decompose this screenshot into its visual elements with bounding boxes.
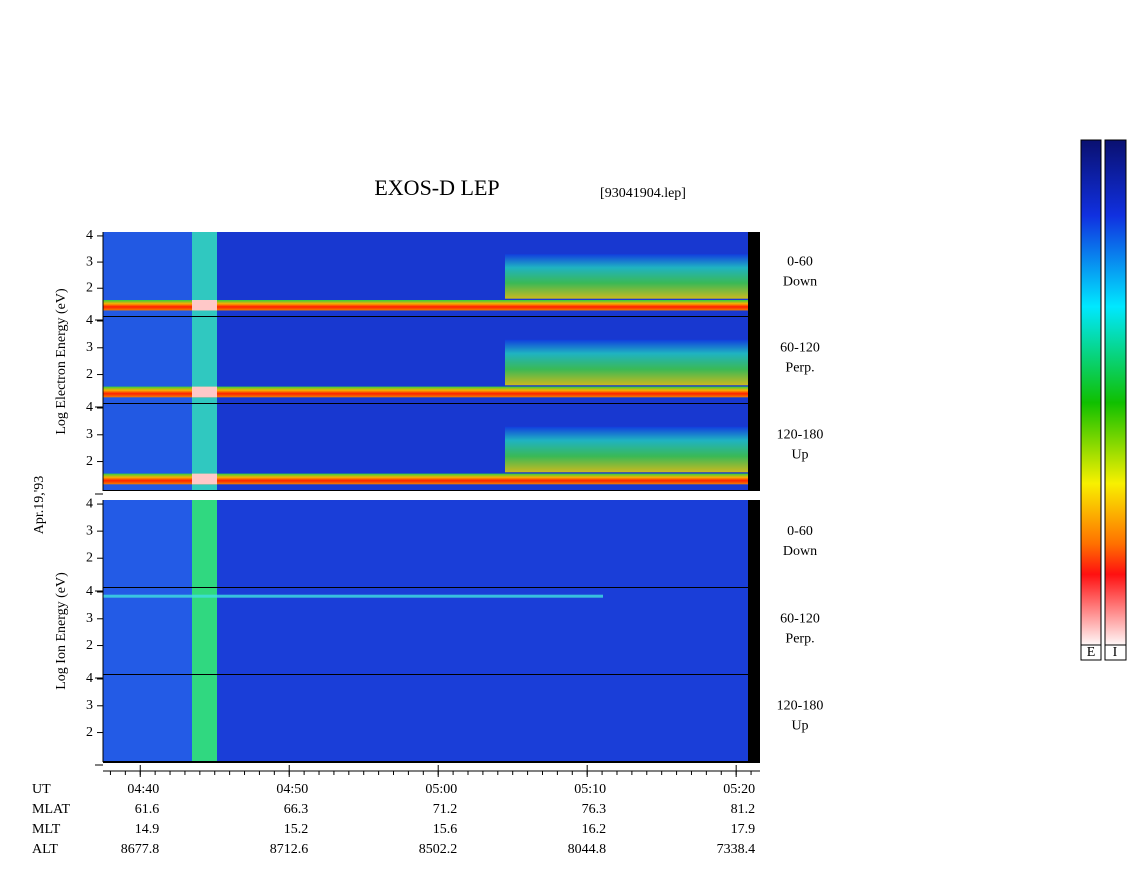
ephemeris-value: 8712.6 bbox=[270, 842, 309, 857]
row-label: MLAT bbox=[32, 802, 71, 817]
aurora-region bbox=[505, 339, 748, 386]
ephemeris-value: 04:50 bbox=[276, 782, 308, 797]
panel-direction: Perp. bbox=[785, 361, 814, 376]
colorbar-i bbox=[1104, 139, 1127, 646]
ephemeris-value: 15.6 bbox=[433, 822, 458, 837]
panel-direction: Up bbox=[791, 719, 808, 734]
panel-angle: 60-120 bbox=[780, 612, 820, 627]
panel-angle: 120-180 bbox=[777, 699, 824, 714]
aurora-region bbox=[505, 426, 748, 473]
row-label: ALT bbox=[32, 842, 58, 857]
ephemeris-value: 05:20 bbox=[723, 782, 755, 797]
colorbar-box bbox=[1104, 644, 1127, 661]
y-tick-label: 2 bbox=[86, 454, 93, 469]
group-divider bbox=[103, 491, 760, 500]
ephemeris-value: 8677.8 bbox=[121, 842, 160, 857]
data-gap-stripe bbox=[192, 675, 217, 762]
y-tick-label: 4 bbox=[86, 496, 93, 511]
colorbar-label: I bbox=[1113, 645, 1118, 660]
ephemeris-value: 14.9 bbox=[135, 822, 160, 837]
panel-angle: 0-60 bbox=[787, 524, 813, 539]
low-energy-band bbox=[103, 386, 748, 398]
panel-angle: 120-180 bbox=[777, 428, 824, 443]
y-tick-label: 3 bbox=[86, 611, 93, 626]
y-tick-label: 2 bbox=[86, 367, 93, 382]
ephemeris-value: 76.3 bbox=[582, 802, 607, 817]
chart-title: EXOS-D LEP bbox=[374, 175, 499, 200]
black-edge bbox=[748, 317, 760, 404]
ephemeris-value: 05:10 bbox=[574, 782, 606, 797]
black-edge bbox=[748, 588, 760, 675]
stripe-hot bbox=[192, 386, 217, 398]
black-edge bbox=[748, 404, 760, 491]
ephemeris-value: 66.3 bbox=[284, 802, 309, 817]
ephemeris-value: 8502.2 bbox=[419, 842, 458, 857]
ephemeris-value: 7338.4 bbox=[717, 842, 756, 857]
y-tick-label: 2 bbox=[86, 638, 93, 653]
y-tick-label: 4 bbox=[86, 228, 93, 243]
colorbar-box bbox=[1080, 644, 1102, 661]
stripe-hot bbox=[192, 300, 217, 311]
colorbar-e bbox=[1080, 139, 1102, 646]
y-tick-label: 4 bbox=[86, 313, 93, 328]
spectrogram-noise bbox=[103, 588, 193, 675]
spectrogram-noise bbox=[103, 675, 193, 762]
ephemeris-value: 81.2 bbox=[731, 802, 756, 817]
ion-line bbox=[103, 594, 603, 598]
y-tick-label: 4 bbox=[86, 584, 93, 599]
data-gap-stripe bbox=[192, 588, 217, 675]
black-edge bbox=[748, 232, 760, 317]
low-energy-band bbox=[103, 300, 748, 311]
data-gap-stripe bbox=[192, 500, 217, 588]
y-axis-label: Log Ion Energy (eV) bbox=[54, 572, 69, 690]
y-tick-label: 2 bbox=[86, 550, 93, 565]
ephemeris-value: 61.6 bbox=[135, 802, 160, 817]
low-energy-band bbox=[103, 473, 748, 485]
y-tick-label: 3 bbox=[86, 254, 93, 269]
panel-direction: Down bbox=[783, 544, 817, 559]
panel-direction: Perp. bbox=[785, 632, 814, 647]
row-label: MLT bbox=[32, 822, 61, 837]
ephemeris-value: 15.2 bbox=[284, 822, 309, 837]
date-label: Apr.19,'93 bbox=[32, 476, 47, 535]
spectrogram-noise bbox=[103, 500, 193, 588]
aurora-region bbox=[505, 254, 748, 299]
ephemeris-value: 04:40 bbox=[127, 782, 159, 797]
ephemeris-value: 16.2 bbox=[582, 822, 607, 837]
panel-direction: Down bbox=[783, 275, 817, 290]
y-tick-label: 2 bbox=[86, 280, 93, 295]
colorbar: E I bbox=[1080, 139, 1127, 661]
ephemeris-value: 8044.8 bbox=[568, 842, 607, 857]
black-edge bbox=[748, 500, 760, 588]
y-tick-label: 2 bbox=[86, 725, 93, 740]
y-tick-label: 3 bbox=[86, 427, 93, 442]
panel-angle: 0-60 bbox=[787, 255, 813, 270]
black-edge bbox=[748, 675, 760, 762]
colorbar-label: E bbox=[1087, 645, 1096, 660]
ephemeris-value: 05:00 bbox=[425, 782, 457, 797]
y-tick-label: 3 bbox=[86, 523, 93, 538]
y-tick-label: 3 bbox=[86, 698, 93, 713]
y-tick-label: 3 bbox=[86, 340, 93, 355]
ephemeris-value: 17.9 bbox=[731, 822, 756, 837]
row-label: UT bbox=[32, 782, 51, 797]
stripe-hot bbox=[192, 473, 217, 485]
ephemeris-value: 71.2 bbox=[433, 802, 458, 817]
y-tick-label: 4 bbox=[86, 400, 93, 415]
y-tick-label: 4 bbox=[86, 671, 93, 686]
file-label: [93041904.lep] bbox=[600, 186, 686, 201]
y-axis-label: Log Electron Energy (eV) bbox=[54, 288, 69, 435]
panel-angle: 60-120 bbox=[780, 341, 820, 356]
panel-direction: Up bbox=[791, 448, 808, 463]
